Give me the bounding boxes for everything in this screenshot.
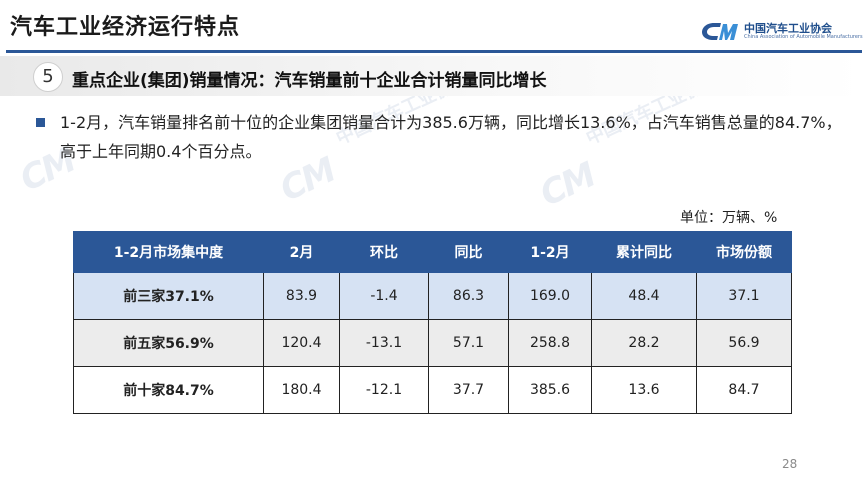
table-cell: 前三家37.1% (73, 272, 264, 320)
table-cell: 28.2 (591, 319, 697, 367)
bullet-square-icon (36, 118, 45, 127)
logo-name: 中国汽车工业协会 (744, 22, 832, 35)
table-header-row: 1-2月市场集中度 2月 环比 同比 1-2月 累计同比 市场份额 (73, 231, 792, 273)
table-cell: 83.9 (263, 272, 340, 320)
column-header: 同比 (428, 231, 509, 273)
section-title: 重点企业(集团)销量情况：汽车销量前十企业合计销量同比增长 (72, 71, 547, 91)
table-cell: -12.1 (339, 366, 429, 414)
page-title: 汽车工业经济运行特点 (10, 15, 241, 40)
page-number: 28 (782, 457, 798, 471)
table-cell: 180.4 (263, 366, 340, 414)
logo-subtext: China Association of Automobile Manufact… (744, 34, 863, 40)
table-cell: 385.6 (508, 366, 592, 414)
header-bar: 汽车工业经济运行特点 中国汽车工业协会 China Association of… (0, 0, 866, 53)
table-cell: -1.4 (339, 272, 429, 320)
table-cell: 258.8 (508, 319, 592, 367)
section-number: 5 (33, 62, 63, 92)
column-header: 1-2月 (508, 231, 592, 273)
table-cell: 前十家84.7% (73, 366, 264, 414)
table-cell: 169.0 (508, 272, 592, 320)
table-cell: 48.4 (591, 272, 697, 320)
table-row: 前三家37.1% 83.9 -1.4 86.3 169.0 48.4 37.1 (73, 272, 792, 320)
table-cell: 120.4 (263, 319, 340, 367)
column-header: 环比 (339, 231, 429, 273)
table-cell: 前五家56.9% (73, 319, 264, 367)
table-cell: 13.6 (591, 366, 697, 414)
concentration-table: 1-2月市场集中度 2月 环比 同比 1-2月 累计同比 市场份额 前三家37.… (73, 231, 792, 414)
column-header: 累计同比 (591, 231, 697, 273)
section-banner (0, 56, 866, 96)
table-row: 前十家84.7% 180.4 -12.1 37.7 385.6 13.6 84.… (73, 366, 792, 414)
table-cell: 56.9 (696, 319, 792, 367)
table-cell: 86.3 (428, 272, 509, 320)
table-row: 前五家56.9% 120.4 -13.1 57.1 258.8 28.2 56.… (73, 319, 792, 367)
table-unit-label: 单位：万辆、% (680, 210, 778, 226)
summary-paragraph: 1-2月，汽车销量排名前十位的企业集团销量合计为385.6万辆，同比增长13.6… (60, 113, 842, 161)
column-header: 1-2月市场集中度 (73, 231, 264, 273)
table-cell: -13.1 (339, 319, 429, 367)
header-divider (6, 50, 862, 53)
caam-logo: 中国汽车工业协会 China Association of Automobile… (700, 17, 863, 47)
table-cell: 37.7 (428, 366, 509, 414)
table-cell: 37.1 (696, 272, 792, 320)
table-cell: 84.7 (696, 366, 792, 414)
table-cell: 57.1 (428, 319, 509, 367)
caam-logo-icon (702, 23, 738, 40)
column-header: 市场份额 (696, 231, 792, 273)
column-header: 2月 (263, 231, 340, 273)
